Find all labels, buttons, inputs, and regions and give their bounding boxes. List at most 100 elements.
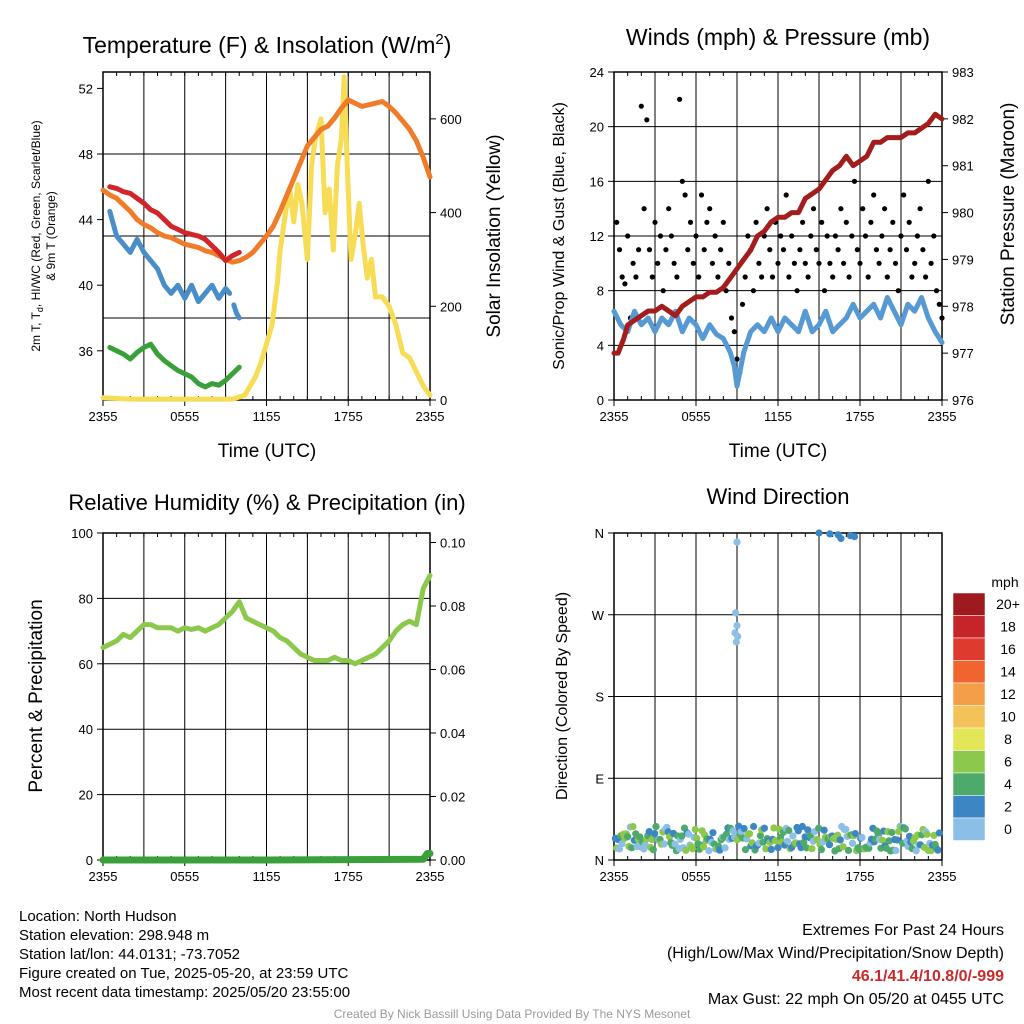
wind-gust-point [616, 247, 623, 253]
wind-gust-point [890, 219, 896, 225]
wind-y2tick-label: 979 [952, 252, 974, 267]
temp-title-main: Temperature (F) & Insolation (W/m [83, 32, 436, 58]
dir-legend-swatch [952, 795, 986, 819]
extremes-subtitle: (High/Low/Max Wind/Precipitation/Snow De… [666, 945, 1004, 962]
dir-ytick-label: W [592, 608, 605, 623]
location-text: Location: North Hudson [19, 908, 177, 925]
dir-legend-label: 10 [1000, 709, 1016, 725]
wind-gust-point [666, 206, 672, 212]
wind-gust-point [901, 192, 907, 198]
rh-ytick-label: 80 [79, 591, 93, 606]
wind-gust-point [698, 192, 705, 198]
dir-point [858, 833, 866, 842]
wind-y2tick-label: 980 [952, 206, 974, 221]
dir-point [800, 838, 808, 847]
wind-gust-point [671, 260, 677, 266]
temp-series-blue-4 [231, 302, 242, 321]
rh-title: Relative Humidity (%) & Precipitation (i… [68, 490, 465, 515]
dir-legend-swatch [952, 637, 986, 661]
temp-xtick-label: 0555 [170, 409, 199, 424]
wind-gust-point [857, 260, 863, 266]
wind-gust-point [813, 247, 819, 253]
wind-gust-point [690, 260, 696, 266]
wind-gust-point [797, 247, 803, 253]
wind-gust-point [778, 233, 784, 239]
temp-ytick-label: 48 [79, 147, 93, 162]
wind-gust-point [849, 233, 855, 239]
wind-gust-point [909, 274, 915, 280]
wind-xtick-label: 2355 [600, 409, 629, 424]
wind-gust-point [865, 274, 871, 280]
wind-gust-point [641, 206, 647, 212]
wind-gust-point [753, 219, 759, 225]
dir-point [770, 824, 778, 832]
dir-point [685, 830, 693, 838]
dir-point [745, 830, 754, 838]
dir-ytick-label: S [595, 690, 604, 705]
wind-gust-point [693, 233, 699, 239]
dir-point [901, 825, 910, 833]
wind-gust-point [677, 96, 683, 102]
dir-point [842, 825, 850, 833]
wind-y2tick-label: 977 [952, 346, 974, 361]
wind-gust-point [903, 247, 910, 253]
dir-point [721, 844, 729, 852]
wind-y2tick-label: 983 [952, 65, 974, 80]
wind-gust-point [674, 274, 680, 280]
dir-point [645, 828, 653, 836]
dir-point [927, 847, 935, 855]
dir-point [733, 836, 741, 844]
dir-point [735, 822, 743, 830]
dir-point [934, 846, 942, 854]
dir-point [678, 832, 686, 840]
wind-gust-point [712, 233, 718, 239]
wind-gust-point [775, 260, 781, 266]
extremes-values: 46.1/41.4/10.8/0/-999 [851, 968, 1004, 985]
dir-point [815, 529, 823, 537]
dir-legend-title: mph [991, 574, 1018, 590]
wind-gust-point [810, 206, 817, 212]
wind-gust-point [832, 233, 839, 239]
rh-xtick-label: 0555 [170, 869, 199, 884]
wind-gust-point [928, 260, 934, 266]
wind-gust-point [841, 260, 847, 266]
dir-legend-label: 18 [1000, 619, 1016, 635]
wind-gust-point [808, 233, 814, 239]
wind-gust-point [704, 219, 710, 225]
temp-series-yellow-0 [100, 74, 433, 402]
wind-gust-point [687, 219, 694, 225]
wind-gust-point [923, 274, 929, 280]
wind-gust-point [679, 178, 685, 184]
wind-gust-point [646, 247, 653, 253]
dir-point [893, 836, 901, 844]
temp-y2tick-label: 0 [440, 393, 447, 408]
dir-point [820, 826, 828, 834]
dir-xtick-label: 1755 [846, 869, 875, 884]
temp-y2tick-label: 600 [440, 112, 462, 127]
dir-point [618, 840, 626, 848]
wind-gust-point [614, 219, 620, 225]
wind-xtick-label: 1755 [846, 409, 875, 424]
wind-gust-point [696, 274, 702, 280]
dir-title: Wind Direction [706, 484, 849, 509]
dir-point [628, 844, 636, 852]
temp-series-orange-1 [100, 97, 433, 265]
wind-gust-point [821, 288, 828, 294]
dir-point [699, 843, 708, 851]
dir-point [836, 836, 844, 844]
dir-point [767, 845, 775, 854]
wind-gust-point [843, 219, 849, 225]
wind-gust-point [731, 329, 737, 335]
dir-point [825, 841, 834, 849]
temp-ylabel-2: & 9m T (Orange) [44, 191, 58, 281]
wind-gust-point [644, 117, 650, 123]
wind-gust-point [726, 260, 732, 266]
created-text: Figure created on Tue, 2025-05-20, at 23… [19, 965, 349, 982]
dir-point [885, 837, 893, 845]
wind-ylabel: Sonic/Prop Wind & Gust (Blue, Black) [551, 102, 568, 370]
dir-point [733, 622, 741, 630]
wind-gust-point [851, 178, 858, 184]
wind-gust-point [720, 219, 726, 225]
wind-gust-point [756, 260, 762, 266]
rh-y2tick-label: 0.08 [440, 599, 465, 614]
